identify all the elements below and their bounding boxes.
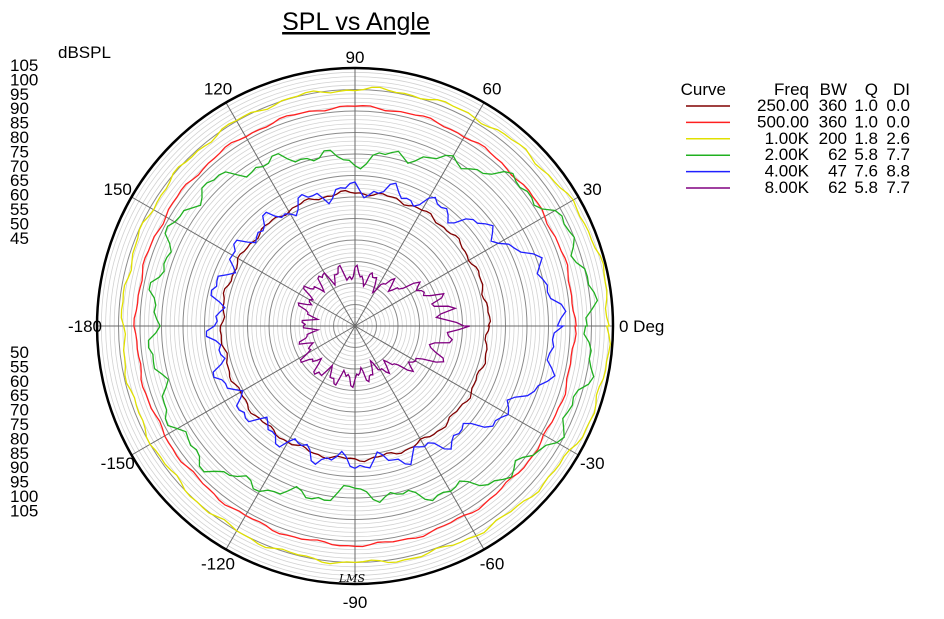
radial-tick-label: 100: [10, 487, 38, 506]
legend-cell: 1.0: [854, 96, 878, 115]
radial-tick-label: 75: [10, 142, 29, 161]
radial-tick-label: 90: [10, 99, 29, 118]
angle-tick-label: -180: [68, 317, 102, 336]
radial-tick-label: 70: [10, 157, 29, 176]
legend-cell: 7.7: [886, 145, 910, 164]
legend-cell: 2.6: [886, 129, 910, 148]
angle-tick-label: 150: [104, 180, 132, 199]
grid-spoke: [354, 325, 579, 456]
legend-cell: 5.8: [854, 178, 878, 197]
grid-spoke: [225, 325, 356, 550]
radial-tick-label: 60: [10, 372, 29, 391]
legend-header: Q: [865, 80, 878, 99]
legend-cell: 8.8: [886, 162, 910, 181]
series-line-2.00K: [147, 149, 599, 504]
legend-cell: 0.0: [886, 96, 910, 115]
radial-axis-label: dBSPL: [58, 43, 111, 62]
radial-tick-label: 65: [10, 171, 29, 190]
radial-tick-label: 60: [10, 186, 29, 205]
legend-cell: 47: [828, 162, 847, 181]
radial-tick-label: 50: [10, 343, 29, 362]
legend-cell: 500.00: [757, 112, 809, 131]
legend-cell: 1.8: [854, 129, 878, 148]
legend-header: BW: [820, 80, 847, 99]
legend-cell: 360: [819, 96, 847, 115]
legend-cell: 200: [819, 129, 847, 148]
radial-tick-label: 95: [10, 473, 29, 492]
angle-tick-label: -30: [580, 454, 605, 473]
outer-boundary: [95, 66, 615, 586]
angle-tick-label: -120: [201, 554, 235, 573]
radial-tick-label: 70: [10, 401, 29, 420]
angle-tick-label: 60: [483, 80, 502, 99]
radial-tick-label: 105: [10, 56, 38, 75]
radial-tick-label: 50: [10, 214, 29, 233]
series-line-1.00K: [120, 86, 611, 565]
angle-tick-label: 30: [583, 180, 602, 199]
legend-cell: 1.00K: [765, 129, 810, 148]
legend-header: Curve: [681, 80, 726, 99]
legend-cell: 1.0: [854, 112, 878, 131]
angle-tick-label: 0 Deg: [619, 317, 664, 336]
radial-tick-label: 90: [10, 458, 29, 477]
axis-ticks: 0 Deg 30 60 90 120 150 -180 -150 -120 -90 -60 -30 10…: [10, 48, 664, 612]
legend-cell: 250.00: [757, 96, 809, 115]
radial-tick-label: 100: [10, 70, 38, 89]
legend-cell: 360: [819, 112, 847, 131]
legend-cell: 7.6: [854, 162, 878, 181]
legend-cell: 2.00K: [765, 145, 810, 164]
radial-tick-label: 45: [10, 229, 29, 248]
angle-tick-label: -60: [480, 554, 505, 573]
series-group: [120, 86, 611, 565]
polar-grid: [95, 66, 615, 586]
legend-cell: 7.7: [886, 178, 910, 197]
grid-spoke: [354, 102, 485, 327]
lms-logo: LMS: [338, 572, 366, 585]
radial-tick-label: 65: [10, 386, 29, 405]
radial-tick-label: 55: [10, 200, 29, 219]
legend-cell: 62: [828, 178, 847, 197]
legend-cell: 5.8: [854, 145, 878, 164]
legend-cell: 4.00K: [765, 162, 810, 181]
series-line-500.00: [133, 105, 577, 548]
radial-tick-label: 80: [10, 128, 29, 147]
chart-title: SPL vs Angle: [282, 8, 430, 36]
legend-cell: 62: [828, 145, 847, 164]
grid-spoke: [131, 196, 356, 327]
grid-spoke: [354, 196, 579, 327]
radial-tick-label: 55: [10, 357, 29, 376]
series-line-8.00K: [297, 264, 471, 389]
radial-tick-label: 80: [10, 429, 29, 448]
angle-tick-label: 120: [204, 80, 232, 99]
radial-tick-label: 105: [10, 501, 38, 520]
radial-tick-label: 85: [10, 114, 29, 133]
grid-spoke: [354, 325, 485, 550]
legend-cell: 0.0: [886, 112, 910, 131]
series-line-4.00K: [205, 181, 567, 470]
radial-tick-label: 85: [10, 444, 29, 463]
series-line-250.00: [219, 189, 492, 463]
radial-tick-label: 95: [10, 85, 29, 104]
radial-tick-label: 75: [10, 415, 29, 434]
angle-tick-label: 90: [346, 48, 365, 67]
angle-tick-label: -90: [343, 593, 368, 612]
angle-tick-label: -150: [101, 454, 135, 473]
legend-header: Freq: [774, 80, 809, 99]
legend-cell: 8.00K: [765, 178, 810, 197]
legend-header: DI: [893, 80, 910, 99]
legend: Curve Freq BW Q DI 250.00 360 1.0 0.0 500.00 360 1.…: [681, 80, 910, 197]
